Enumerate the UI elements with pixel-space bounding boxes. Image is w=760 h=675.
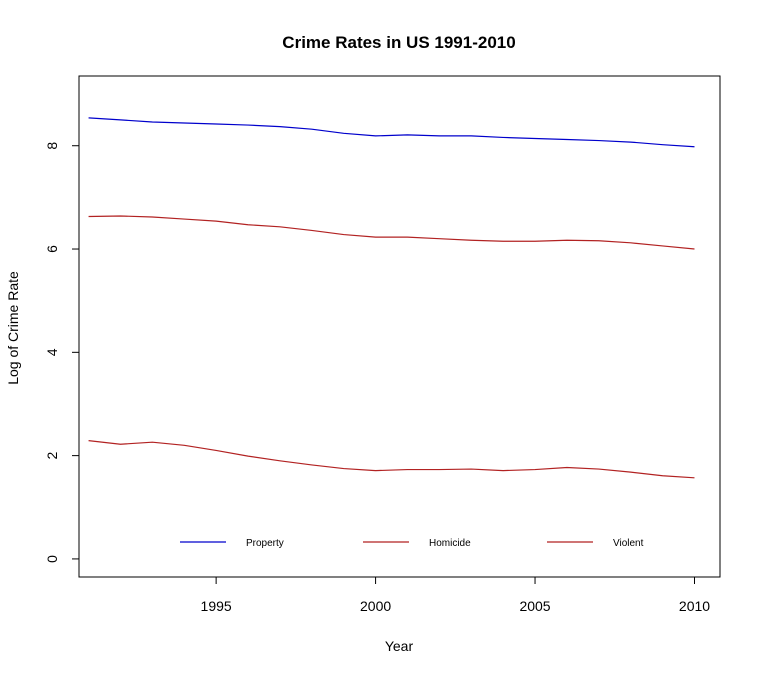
series-line-violent [88,215,695,250]
plot-frame [78,75,721,578]
x-tick-label: 2010 [679,598,710,614]
y-tick-label: 6 [44,245,60,253]
legend-label-homicide: Homicide [429,538,471,549]
x-tick-label: 2000 [360,598,391,614]
x-axis-label: Year [385,638,414,654]
x-tick-label: 1995 [201,598,232,614]
legend-label-violent: Violent [613,538,644,549]
series-layer [88,117,695,479]
y-axis: 0 2 4 6 8 [44,142,79,563]
x-tick-label: 2005 [519,598,550,614]
y-tick-label: 0 [44,555,60,563]
y-axis-label: Log of Crime Rate [5,271,21,385]
chart-title: Crime Rates in US 1991-2010 [282,33,515,52]
x-axis: 1995 2000 2005 2010 [201,577,710,614]
series-line-property [88,117,695,148]
series-line-homicide [88,440,695,479]
legend-label-property: Property [246,538,284,549]
y-tick-label: 2 [44,452,60,460]
y-tick-label: 4 [44,348,60,356]
legend: Property Homicide Violent [180,538,644,549]
y-tick-label: 8 [44,142,60,150]
